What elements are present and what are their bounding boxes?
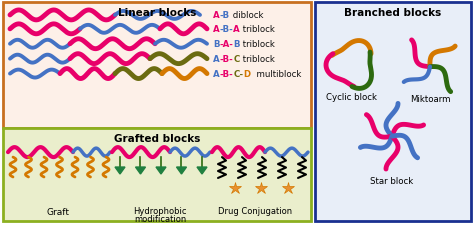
Polygon shape [176, 167, 186, 174]
Text: C: C [233, 55, 240, 64]
Polygon shape [136, 167, 146, 174]
Text: A: A [233, 25, 240, 34]
Text: A: A [213, 55, 219, 64]
Text: Graft: Graft [46, 207, 70, 216]
FancyBboxPatch shape [3, 3, 311, 129]
Text: Miktoarm: Miktoarm [410, 95, 450, 104]
FancyBboxPatch shape [3, 129, 311, 221]
Text: B: B [233, 40, 240, 49]
Text: B: B [213, 40, 219, 49]
Polygon shape [197, 167, 207, 174]
Text: C-: C- [233, 70, 244, 79]
Text: triblock: triblock [240, 55, 274, 64]
Polygon shape [115, 167, 125, 174]
Text: -B-: -B- [219, 55, 233, 64]
Text: -B-: -B- [219, 70, 233, 79]
Text: multiblock: multiblock [251, 70, 301, 79]
FancyBboxPatch shape [315, 3, 471, 221]
Text: -B-: -B- [219, 25, 233, 34]
Text: D: D [244, 70, 251, 79]
Text: Drug Conjugation: Drug Conjugation [218, 206, 292, 215]
Text: A: A [213, 25, 219, 34]
Text: -A-: -A- [219, 40, 233, 49]
Text: Hydrophobic: Hydrophobic [133, 206, 187, 215]
Polygon shape [156, 167, 166, 174]
Text: triblock: triblock [240, 25, 275, 34]
Text: Linear blocks: Linear blocks [118, 8, 196, 18]
Text: modification: modification [134, 214, 186, 223]
Text: Star block: Star block [370, 176, 414, 185]
Text: Cyclic block: Cyclic block [327, 93, 377, 102]
Text: Branched blocks: Branched blocks [345, 8, 442, 18]
Text: Grafted blocks: Grafted blocks [114, 134, 200, 144]
Text: -B: -B [219, 11, 230, 20]
Text: A: A [213, 70, 219, 79]
Text: diblock: diblock [230, 11, 263, 20]
Text: A: A [213, 11, 219, 20]
Text: triblock: triblock [240, 40, 275, 49]
